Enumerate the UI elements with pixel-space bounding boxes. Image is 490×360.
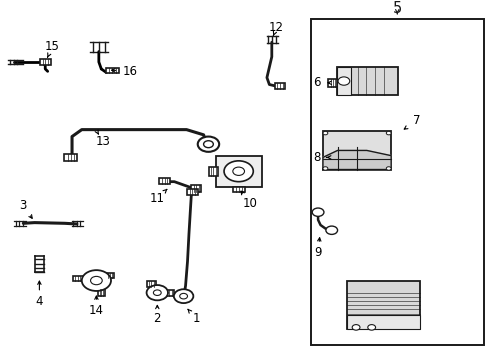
Circle shape — [82, 270, 111, 291]
FancyBboxPatch shape — [98, 289, 105, 296]
Text: 3: 3 — [20, 199, 27, 212]
FancyBboxPatch shape — [106, 273, 115, 278]
Circle shape — [233, 167, 245, 175]
Bar — [311, 19, 484, 345]
FancyBboxPatch shape — [347, 280, 420, 329]
FancyBboxPatch shape — [159, 177, 170, 184]
Circle shape — [203, 141, 213, 148]
Circle shape — [323, 131, 328, 135]
FancyBboxPatch shape — [73, 276, 83, 281]
FancyBboxPatch shape — [233, 186, 245, 192]
Circle shape — [368, 325, 375, 330]
FancyBboxPatch shape — [165, 289, 174, 296]
Circle shape — [312, 208, 324, 216]
Text: 16: 16 — [123, 65, 138, 78]
Text: 5: 5 — [392, 1, 402, 16]
FancyBboxPatch shape — [209, 167, 218, 176]
Circle shape — [180, 293, 188, 299]
Circle shape — [323, 167, 328, 170]
Circle shape — [386, 167, 391, 170]
Text: 7: 7 — [413, 114, 420, 127]
FancyBboxPatch shape — [216, 156, 262, 187]
FancyBboxPatch shape — [275, 84, 286, 89]
Circle shape — [326, 226, 338, 234]
FancyBboxPatch shape — [187, 189, 198, 195]
Polygon shape — [323, 150, 391, 170]
FancyBboxPatch shape — [328, 79, 337, 87]
Text: 12: 12 — [269, 21, 284, 34]
Circle shape — [153, 290, 161, 296]
Text: 14: 14 — [89, 304, 104, 317]
Circle shape — [91, 276, 102, 285]
Circle shape — [352, 325, 360, 330]
FancyBboxPatch shape — [147, 281, 156, 287]
Text: 11: 11 — [150, 192, 165, 205]
Circle shape — [386, 131, 391, 135]
Text: 6: 6 — [314, 76, 321, 89]
Text: 15: 15 — [45, 40, 60, 53]
FancyBboxPatch shape — [40, 59, 50, 65]
Text: 4: 4 — [36, 295, 43, 308]
Text: 2: 2 — [153, 312, 161, 325]
Text: 13: 13 — [95, 135, 110, 148]
FancyBboxPatch shape — [337, 67, 351, 95]
Text: 10: 10 — [243, 197, 257, 210]
Text: 9: 9 — [314, 246, 322, 259]
FancyBboxPatch shape — [192, 185, 201, 192]
FancyBboxPatch shape — [65, 154, 76, 161]
Text: 1: 1 — [193, 312, 200, 325]
Circle shape — [147, 285, 168, 300]
Circle shape — [174, 289, 194, 303]
Text: 8: 8 — [314, 151, 321, 164]
Circle shape — [224, 161, 253, 182]
FancyBboxPatch shape — [323, 131, 391, 170]
FancyBboxPatch shape — [106, 68, 119, 73]
FancyBboxPatch shape — [337, 67, 397, 95]
Circle shape — [338, 77, 350, 85]
Circle shape — [198, 136, 219, 152]
FancyBboxPatch shape — [347, 315, 420, 329]
